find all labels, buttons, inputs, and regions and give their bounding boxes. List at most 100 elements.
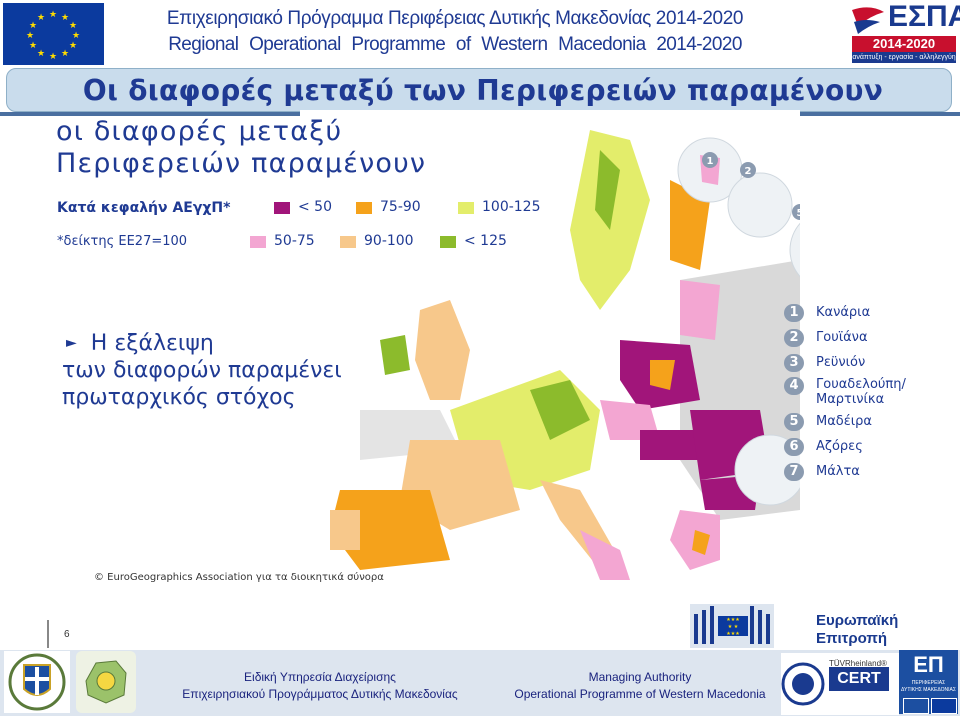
legend-label-100-125: 100-125 <box>482 199 541 215</box>
svg-text:★: ★ <box>69 41 77 51</box>
svg-text:★: ★ <box>61 13 69 23</box>
footer-left-line2: Επιχειρησιακού Προγράμματος Δυτικής Μακε… <box>182 687 458 701</box>
legend-swatch-75-90 <box>356 202 372 214</box>
region-name: Ρεϋνιόν <box>816 355 866 370</box>
bullet-line1: Η εξάλειψη <box>90 331 214 356</box>
espa-logo-text: ΕΣΠΑ <box>888 0 960 33</box>
svg-text:★: ★ <box>69 21 77 31</box>
eu-flag-logo: ★ ★ ★ ★ ★ ★ ★ ★ ★ ★ ★ ★ <box>3 3 104 65</box>
svg-text:★ ★: ★ ★ <box>728 624 739 630</box>
svg-text:★: ★ <box>29 41 37 51</box>
greek-coat-of-arms-logo <box>4 651 70 713</box>
svg-text:2: 2 <box>745 166 752 177</box>
svg-text:★: ★ <box>37 49 45 59</box>
region-number: 7 <box>784 462 804 481</box>
region-name: Γουαδελούπη/ Μαρτινίκα <box>816 377 906 407</box>
region-number: 5 <box>784 412 804 431</box>
list-item: 3 Ρεϋνιόν <box>784 350 926 375</box>
ep-logo-subtext: ΠΕΡΙΦΕΡΕΙΑΣ ΔΥΤΙΚΗΣ ΜΑΚΕΔΟΝΙΑΣ <box>901 680 956 693</box>
list-item: 4 Γουαδελούπη/ Μαρτινίκα <box>784 375 926 409</box>
legend-note: *δείκτης ΕΕ27=100 <box>57 234 188 249</box>
region-number: 4 <box>784 377 804 395</box>
ep-programme-logo: ΕΠ ΠΕΡΙΦΕΡΕΙΑΣ ΔΥΤΙΚΗΣ ΜΑΚΕΔΟΝΙΑΣ <box>899 650 958 714</box>
footer-managing-authority-english: Managing Authority Operational Programme… <box>500 669 780 703</box>
ep-logo-text: ΕΠ <box>913 652 944 677</box>
outermost-regions-list: 1 Κανάρια 2 Γουϊάνα 3 Ρεϋνιόν 4 Γουαδελούπη/… <box>784 300 926 484</box>
legend-label-lt50: < 50 <box>298 199 332 215</box>
svg-text:★: ★ <box>26 31 34 41</box>
slide-title: Οι διαφορές μεταξύ των Περιφερειών παραμ… <box>82 74 884 107</box>
list-item: 6 Αζόρες <box>784 434 926 459</box>
tuv-cert-logo: TÜVRheinland® CERT <box>781 653 899 715</box>
list-item: 1 Κανάρια <box>784 300 926 325</box>
region-name: Αζόρες <box>816 439 863 454</box>
legend-label-50-75: 50-75 <box>274 233 315 249</box>
map-title-line1: οι διαφορές μεταξύ <box>56 116 343 147</box>
svg-text:★: ★ <box>49 52 57 62</box>
svg-text:★★★: ★★★ <box>726 631 740 637</box>
tuv-cert-text: CERT <box>829 667 889 691</box>
slide-number: 6 <box>64 629 70 640</box>
header-titles: Επιχειρησιακό Πρόγραμμα Περιφέρειας Δυτι… <box>110 6 800 58</box>
svg-text:★★★: ★★★ <box>726 617 740 623</box>
legend-label-90-100: 90-100 <box>364 233 414 249</box>
region-number: 3 <box>784 353 804 372</box>
region-number: 6 <box>784 437 804 456</box>
region-name: Μάλτα <box>816 464 860 479</box>
eu-stars-icon: ★ ★★ ★★★ ★★★ ★★★ <box>3 3 104 65</box>
greek-emblem-icon <box>8 653 66 711</box>
region-number: 2 <box>784 328 804 347</box>
list-item: 5 Μαδέιρα <box>784 409 926 434</box>
legend-label-gt125: < 125 <box>464 233 507 249</box>
region-name: Μαδέιρα <box>816 414 872 429</box>
region-name: Κανάρια <box>816 305 871 320</box>
eu-flag-icon <box>931 698 957 714</box>
footer-right-line1: Managing Authority <box>588 670 692 684</box>
legend-swatch-50-75 <box>250 236 266 248</box>
region-map-icon <box>85 660 127 704</box>
legend-swatch-90-100 <box>340 236 356 248</box>
ec-building-icon: ★★★★ ★★★★ <box>690 604 774 648</box>
espa-slogan: ανάπτυξη - εργασία - αλληλεγγύη <box>852 52 956 63</box>
espa-logo <box>840 0 960 66</box>
tuv-brand: TÜVRheinland® <box>829 659 887 668</box>
map-title: οι διαφορές μεταξύ Περιφερειών παραμένου… <box>56 116 426 180</box>
map-copyright: © EuroGeographics Association για τα διο… <box>94 572 384 583</box>
svg-text:★: ★ <box>72 31 80 41</box>
ec-name-line2: Επιτροπή <box>816 630 888 647</box>
bullet-line2: των διαφορών παραμένει <box>62 358 342 383</box>
svg-text:★: ★ <box>37 13 45 23</box>
greek-flag-icon <box>903 698 929 714</box>
espa-swoosh-icon <box>852 7 884 34</box>
western-macedonia-region-logo <box>76 651 136 713</box>
svg-text:★: ★ <box>61 49 69 59</box>
svg-text:★: ★ <box>29 21 37 31</box>
footer-left-line1: Ειδική Υπηρεσία Διαχείρισης <box>244 670 396 684</box>
map-title-line2: Περιφερειών παραμένουν <box>56 148 427 179</box>
svg-text:1: 1 <box>707 156 714 167</box>
espa-years-badge: 2014-2020 <box>852 36 956 52</box>
footer-managing-authority-greek: Ειδική Υπηρεσία Διαχείρισης Επιχειρησιακ… <box>160 669 480 703</box>
svg-text:5: 5 <box>797 208 800 219</box>
europe-gdp-map: 1 2 3 4 5 6 7 <box>300 110 800 580</box>
bullet-arrow-icon: ► <box>66 335 77 351</box>
tuv-seal-icon <box>781 662 825 706</box>
legend-swatch-gt125 <box>440 236 456 248</box>
bullet-line3: πρωταρχικός στόχος <box>62 385 296 410</box>
region-number: 1 <box>784 303 804 322</box>
programme-title-greek: Επιχειρησιακό Πρόγραμμα Περιφέρειας Δυτι… <box>166 8 744 29</box>
legend-heading: Κατά κεφαλήν ΑΕγχΠ* <box>57 200 231 216</box>
slide-number-divider <box>47 620 49 648</box>
legend-swatch-100-125 <box>458 202 474 214</box>
footer-right-line2: Operational Programme of Western Macedon… <box>514 687 766 701</box>
bullet-text: ► Η εξάλειψη των διαφορών παραμένει πρωτ… <box>62 330 362 411</box>
region-name: Γουϊάνα <box>816 330 868 345</box>
legend-swatch-lt50 <box>274 202 290 214</box>
legend-label-75-90: 75-90 <box>380 199 421 215</box>
list-item: 2 Γουϊάνα <box>784 325 926 350</box>
header-bar <box>0 0 960 66</box>
european-commission-logo: ★★★ ★ ★ ★★★ Ευρωπαϊκή Επιτροπή <box>690 604 900 648</box>
ec-name-line1: Ευρωπαϊκή <box>816 612 899 629</box>
programme-title-english: Regional Operational Programme of Wester… <box>168 34 742 55</box>
list-item: 7 Μάλτα <box>784 459 926 484</box>
